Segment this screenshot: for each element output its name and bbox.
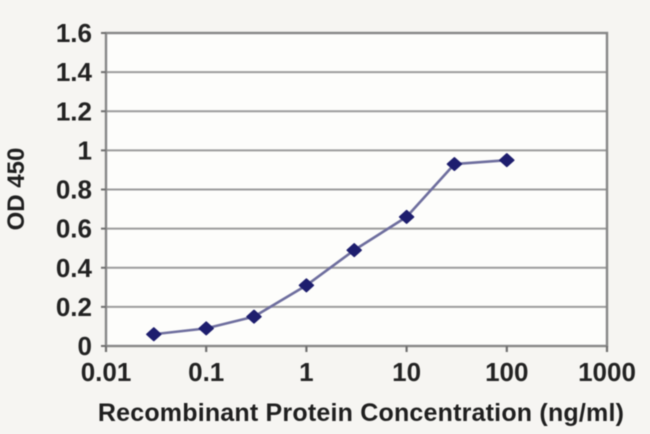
data-point-marker [146, 327, 162, 342]
data-point-marker [298, 278, 315, 293]
y-tick-label: 0.4 [56, 253, 93, 283]
x-tick-label: 0.1 [188, 357, 224, 387]
x-tick-label: 100 [485, 357, 528, 387]
x-tick-label: 1 [299, 357, 313, 387]
y-tick-label: 1 [78, 135, 92, 165]
data-point-marker [499, 153, 515, 168]
data-point-marker [398, 209, 415, 224]
series-line [153, 158, 507, 336]
y-tick-label: 0.6 [56, 214, 92, 244]
x-axis-label: Recombinant Protein Concentration (ng/ml… [97, 399, 625, 427]
x-tick-label: 0.01 [81, 357, 132, 387]
data-point-marker [198, 321, 214, 336]
y-tick-label: 1.2 [56, 96, 92, 126]
data-point-marker [346, 243, 362, 258]
y-tick-label: 1.4 [56, 57, 93, 87]
y-tick-label: 0.8 [56, 175, 92, 205]
data-point-marker [246, 309, 262, 324]
y-tick-label: 0.2 [56, 292, 92, 322]
y-tick-label: 0 [78, 331, 92, 361]
x-tick-label: 1000 [578, 357, 636, 387]
x-tick-label: 10 [392, 357, 421, 387]
y-tick-label: 1.6 [56, 18, 92, 48]
data-point-marker [446, 157, 463, 172]
